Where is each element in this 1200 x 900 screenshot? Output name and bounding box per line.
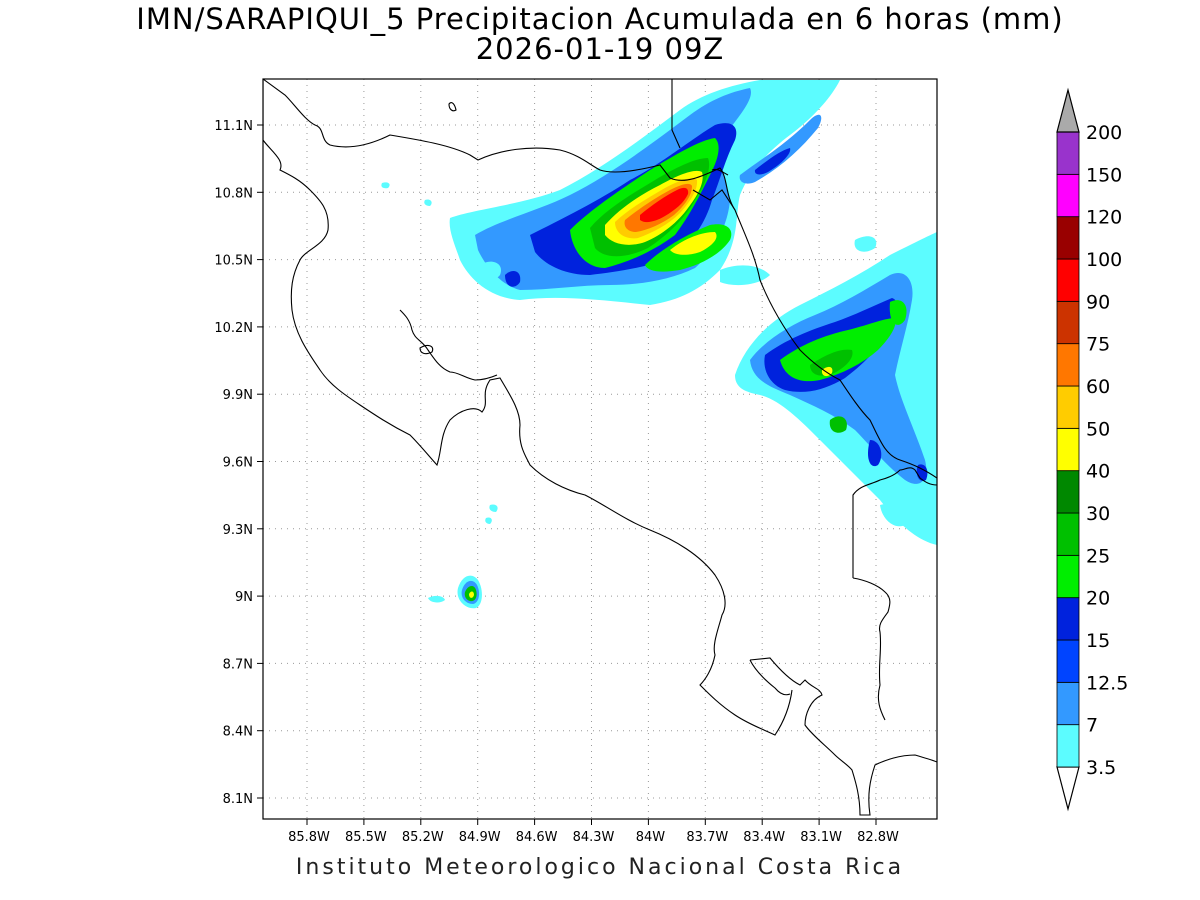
lon-tick-label: 83.1W xyxy=(800,830,842,845)
colorbar-swatch xyxy=(1056,639,1080,683)
lat-tick-label: 8.1N xyxy=(223,792,253,807)
colorbar-swatch xyxy=(1056,427,1080,472)
colorbar-level-label: 50 xyxy=(1086,418,1110,440)
colorbar-level-label: 20 xyxy=(1086,588,1110,610)
lon-tick-label: 84.9W xyxy=(459,830,501,845)
colorbar-swatch xyxy=(1056,300,1080,345)
colorbar-swatch xyxy=(1056,512,1080,556)
map-title: IMN/SARAPIQUI_5 Precipitacion Acumulada … xyxy=(136,2,1064,36)
lat-tick-label: 10.8N xyxy=(214,186,253,201)
colorbar-level-label: 60 xyxy=(1086,376,1110,398)
colorbar-over-arrow xyxy=(1056,87,1080,133)
colorbar-level-label: 75 xyxy=(1086,334,1110,356)
lat-tick-label: 9N xyxy=(235,590,253,605)
colorbar-level-label: 3.5 xyxy=(1086,757,1116,779)
longitude-axis: 85.8W 85.5W 85.2W 84.9W 84.6W 84.3W 84W 83.7W 83… xyxy=(288,819,899,845)
lat-tick-label: 9.3N xyxy=(223,523,253,538)
colorbar-level-label: 40 xyxy=(1086,461,1110,483)
lon-tick-label: 84.3W xyxy=(573,830,615,845)
colorbar-level-label: 7 xyxy=(1086,715,1098,737)
institution-credit: Instituto Meteorologico Nacional Costa R… xyxy=(295,855,905,880)
colorbar-swatch xyxy=(1056,385,1080,429)
colorbar-swatch xyxy=(1056,258,1080,302)
colorbar-level-label: 100 xyxy=(1086,249,1122,271)
lat-tick-label: 10.2N xyxy=(214,321,253,336)
colorbar-level-label: 200 xyxy=(1086,122,1122,144)
lon-tick-label: 82.8W xyxy=(857,830,899,845)
lat-tick-label: 10.5N xyxy=(214,254,253,269)
lon-tick-label: 85.5W xyxy=(345,830,387,845)
precip-colorbar: 3.5 7 12.5 15 20 25 30 40 50 60 75 90 100 120 150 200 xyxy=(1056,87,1128,812)
lon-tick-label: 85.2W xyxy=(402,830,444,845)
costa-rica-coastline xyxy=(263,79,937,816)
rain-cell-isolated xyxy=(428,504,498,609)
colorbar-under-arrow xyxy=(1056,766,1080,812)
lat-tick-label: 11.1N xyxy=(214,119,253,134)
colorbar-level-label: 12.5 xyxy=(1086,672,1128,694)
lat-tick-label: 8.7N xyxy=(223,657,253,672)
colorbar-swatch xyxy=(1056,554,1080,599)
colorbar-swatch xyxy=(1056,131,1080,175)
colorbar-swatch xyxy=(1056,681,1080,726)
colorbar-swatch xyxy=(1056,216,1080,260)
lon-tick-label: 83.7W xyxy=(686,830,728,845)
colorbar-swatch xyxy=(1056,724,1080,768)
lon-tick-label: 83.4W xyxy=(743,830,785,845)
colorbar-level-label: 15 xyxy=(1086,630,1110,652)
rain-band-north xyxy=(381,80,877,305)
lon-tick-label: 84W xyxy=(636,830,666,845)
map-frame xyxy=(262,78,938,820)
colorbar-level-label: 150 xyxy=(1086,164,1122,186)
colorbar-swatch xyxy=(1056,597,1080,641)
lat-tick-label: 9.9N xyxy=(223,388,253,403)
lat-tick-label: 8.4N xyxy=(223,725,253,740)
colorbar-level-label: 25 xyxy=(1086,545,1110,567)
colorbar-swatch xyxy=(1056,343,1080,387)
lat-tick-label: 9.6N xyxy=(223,456,253,471)
colorbar-swatch xyxy=(1056,173,1080,218)
latitude-axis: 11.1N 10.8N 10.5N 10.2N 9.9N 9.6N 9.3N 9N 8.7N 8.… xyxy=(214,119,263,807)
colorbar-level-label: 30 xyxy=(1086,503,1110,525)
lon-tick-label: 84.6W xyxy=(516,830,558,845)
colorbar-level-label: 90 xyxy=(1086,291,1110,313)
colorbar-level-label: 120 xyxy=(1086,207,1122,229)
colorbar-swatch xyxy=(1056,470,1080,514)
map-datetime: 2026-01-19 09Z xyxy=(475,32,725,66)
lon-tick-label: 85.8W xyxy=(288,830,330,845)
